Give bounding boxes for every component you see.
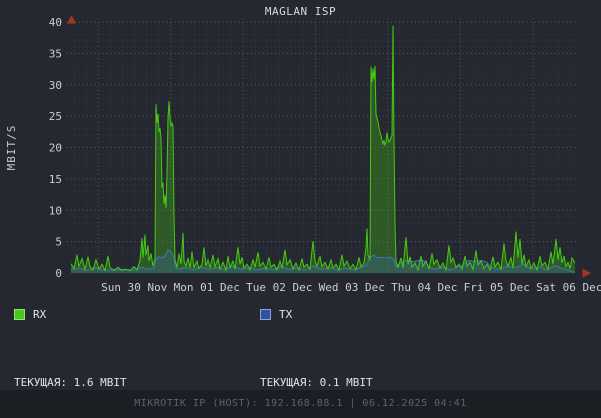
y-tick-label: 35 xyxy=(49,47,62,60)
tx-stat-current: ТЕКУЩАЯ: 0.1 MBIT xyxy=(260,376,373,389)
x-tick-label: Fri 05 Dec xyxy=(464,281,530,294)
y-tick-label: 5 xyxy=(55,236,62,249)
y-tick-label: 10 xyxy=(49,204,62,217)
x-tick-label: Sun 30 Nov xyxy=(101,281,168,294)
x-tick-label: Mon 01 Dec xyxy=(174,281,240,294)
tx-area-series xyxy=(71,249,575,273)
grid xyxy=(67,18,578,273)
rx-legend: RX xyxy=(14,308,46,321)
x-tick-label: Sat 06 Dec xyxy=(536,281,601,294)
rx-legend-swatch-icon xyxy=(14,309,25,320)
axis-tick-labels: 0 5 10 15 20 25 30 35 40 Sun 30 Nov Mon 01 Dec Tue … xyxy=(49,16,601,294)
tx-legend: TX xyxy=(260,308,292,321)
status-bar: MIKROTIK IP (HOST): 192.168.88.1 | 06.12… xyxy=(0,390,601,418)
tx-stats: ТЕКУЩАЯ: 0.1 MBIT МАКС: 3.7 MBIT СРЕДНЯЯ… xyxy=(260,340,373,418)
rx-stat-current: ТЕКУЩАЯ: 1.6 MBIT xyxy=(14,376,127,389)
rx-stats: ТЕКУЩАЯ: 1.6 MBIT МАКС: 39.4 MBIT СРЕДНЯ… xyxy=(14,340,127,418)
tx-legend-label: TX xyxy=(279,308,293,321)
y-tick-label: 25 xyxy=(49,110,62,123)
x-tick-label: Thu 04 Dec xyxy=(391,281,457,294)
y-tick-label: 30 xyxy=(49,79,62,92)
rx-line-series xyxy=(70,25,576,273)
y-axis-arrow-icon xyxy=(67,15,76,24)
rx-legend-label: RX xyxy=(33,308,47,321)
traffic-chart: 0 5 10 15 20 25 30 35 40 Sun 30 Nov Mon 01 Dec Tue … xyxy=(5,15,601,294)
y-tick-label: 15 xyxy=(49,173,62,186)
chart-title: MAGLAN ISP xyxy=(264,5,337,18)
rx-area-series xyxy=(71,25,575,273)
y-tick-label: 0 xyxy=(55,267,62,280)
x-tick-label: Wed 03 Dec xyxy=(319,281,385,294)
y-tick-label: 40 xyxy=(49,16,62,29)
x-axis-arrow-icon xyxy=(582,268,591,278)
y-axis-title: MBIT/S xyxy=(5,125,18,171)
tx-legend-swatch-icon xyxy=(260,309,271,320)
x-tick-label: Tue 02 Dec xyxy=(246,281,312,294)
y-tick-label: 20 xyxy=(49,142,62,155)
